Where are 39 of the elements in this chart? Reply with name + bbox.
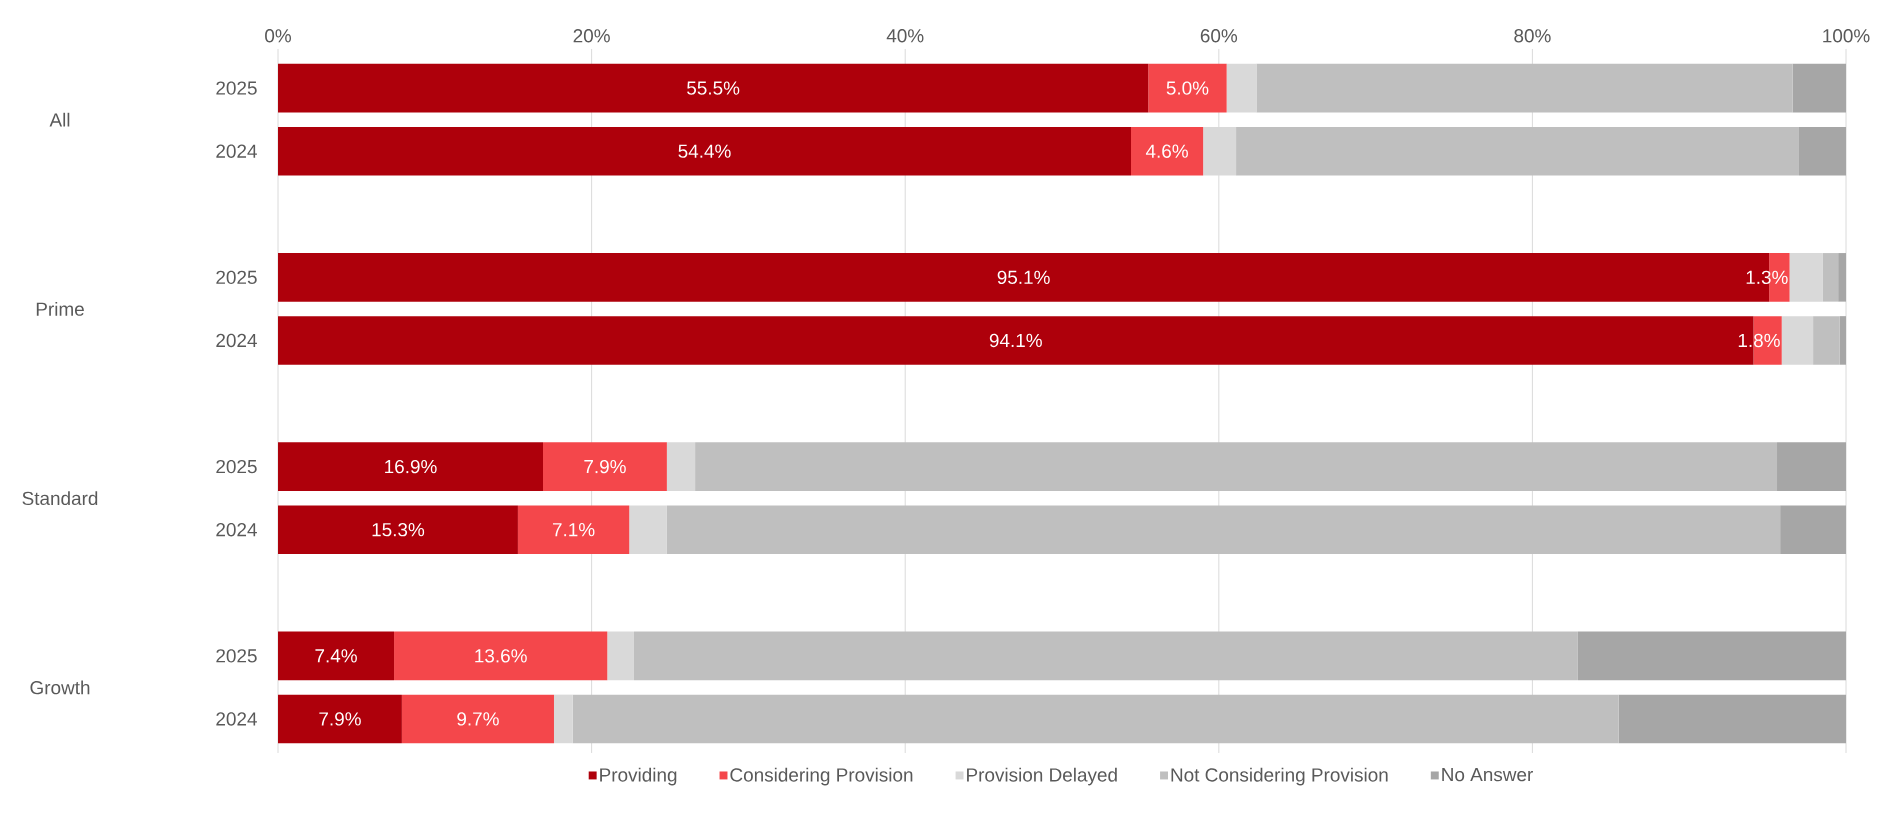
y-tick-label: 2024 [216,712,257,726]
y-tick-label: 2024 [216,333,257,348]
data-label: 7.1% [552,523,595,537]
data-label: 7.9% [584,459,626,474]
data-label: 7.9% [319,712,361,726]
data-label: 55.5% [687,81,740,95]
y-tick-label: 2025 [216,270,257,285]
text: Prime [36,301,84,316]
text: All [49,112,70,127]
y-tick-label: 2025 [216,81,257,95]
legend-label: Providing [600,767,677,786]
y-tick-label: 2025 [216,459,257,474]
y-tick-label: 2025 [216,649,257,663]
x-tick-label: 100% [1823,29,1870,43]
y-tick-label: 2024 [216,522,257,537]
data-label: 15.3% [372,522,425,537]
data-label: 94.1% [989,333,1042,348]
text: Growth [30,680,90,695]
data-label: 16.9% [385,459,437,474]
y-tick-label: 2024 [216,144,257,158]
legend-label: Provision Delayed [967,767,1117,786]
x-tick-label: 20% [573,29,610,43]
legend-label: Not Considering Provision [1171,767,1388,786]
data-label: 1.3% [1746,270,1788,285]
data-label: 4.6% [1145,144,1188,158]
data-label: 1.8% [1738,333,1780,348]
data-label: 95.1% [997,270,1050,285]
legend-label: No Answer [1442,768,1533,782]
x-tick-label: 0% [265,29,292,43]
x-tick-label: 80% [1514,29,1551,43]
data-label: 13.6% [475,649,527,663]
data-label: 7.4% [315,649,357,663]
x-tick-label: 60% [1200,29,1238,43]
x-tick-label: 40% [886,29,924,43]
data-label: 54.4% [678,144,731,158]
text: Standard [22,491,98,506]
data-label: 5.0% [1166,81,1209,95]
legend-label: Considering Provision [730,767,913,786]
data-label: 9.7% [457,712,499,726]
